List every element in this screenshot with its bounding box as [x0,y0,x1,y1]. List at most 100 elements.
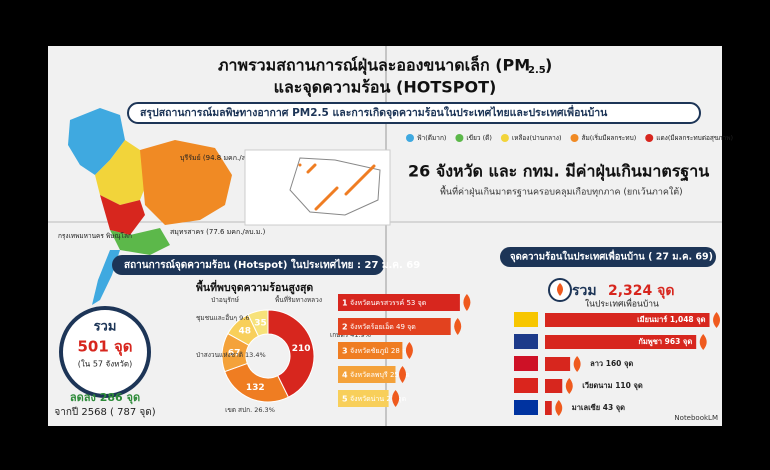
country-bar [545,357,571,371]
province-label: จังหวัดชัยภูมิ 28 จุด [350,347,411,355]
country-label: มาเลเซีย 43 จุด [572,403,625,412]
province-rank: 1 [342,299,348,308]
donut-title: พื้นที่พบจุดความร้อนสูงสุด [196,279,313,295]
donut-extra: พื้นที่ริมทางหลวง [275,295,322,304]
fire-icon [557,283,563,296]
map-label: บุรีรัมย์ (94.8 มคก./ลบ.ม.) [180,154,262,162]
segment-value: 48 [238,327,251,337]
title-sub: 2.5 [528,65,546,76]
donut-segment [267,309,315,398]
province-rank: 3 [342,347,348,356]
compare: จากปี 2568 ( 787 จุด) [54,406,155,418]
province-bar [338,366,396,383]
segment-value: 210 [292,344,311,354]
title: ภาพรวมสถานการณ์ฝุ่นละอองขนาดเล็ก (PM [218,54,530,76]
legend-label: แดง(มีผลกระทบต่อสุขภาพ) [656,134,733,142]
headline: 26 จังหวัด และ กทม. มีค่าฝุ่นเกินมาตรฐาน [408,162,709,182]
country-bar [545,335,697,349]
watermark: NotebookLM [674,414,718,422]
fire-icon [392,390,400,407]
change: ลดลง 286 จุด [70,391,140,405]
total-label: รวม [94,320,117,335]
title: และจุดความร้อน (HOTSPOT) [274,78,497,98]
fire-icon [573,356,581,372]
map-label: สมุทรสาคร (77.6 มคก./ลบ.ม.) [170,228,266,236]
fire-icon [555,400,563,416]
legend-label: ส้ม(เริ่มมีผลกระทบ) [582,133,637,142]
legend-label: เหลือง(ปานกลาง) [512,134,562,142]
province-rank: 4 [342,371,348,380]
province-bar [338,342,403,359]
flag [514,356,538,371]
inset-outline [289,157,381,216]
country-label: กัมพูชา 963 จุด [638,337,692,347]
dot [306,170,310,174]
banner [112,255,384,275]
province-rank: 2 [342,323,348,332]
total-ring [59,306,151,398]
banner-text: สรุปสถานการณ์มลพิษทางอากาศ PM2.5 และการเ… [140,104,608,120]
map-region [100,195,145,235]
fire-icon [454,318,462,335]
legend-swatch [406,134,414,142]
fire-icon [405,342,413,359]
fire-icon [699,334,707,350]
hotspot-dots [298,163,376,211]
country-bar [545,379,563,393]
banner-text: จุดความร้อนในประเทศเพื่อนบ้าน ( 27 ม.ค. … [510,249,713,263]
legend-swatch [570,134,579,142]
legend-swatch [455,134,464,142]
donut-segment [247,309,269,337]
map-region [95,140,150,205]
country-label: เวียดนาม 110 จุด [582,381,643,390]
dot [298,163,302,167]
province-bar [338,318,451,335]
segment-value: 132 [246,383,265,393]
flag [514,378,538,393]
map-region [140,140,232,225]
banner [127,102,701,124]
dot [314,207,318,211]
province-label: จังหวัดร้อยเอ็ด 49 จุด [350,322,416,331]
neighbor-total: 2,324 จุด [608,283,674,299]
legend-label: ฟ้า(ดีมาก) [417,134,446,142]
dot [344,192,348,196]
province-bar [338,294,460,311]
fire-icon [565,378,573,394]
flag [514,400,538,415]
segment-value: 67 [228,349,241,359]
segment-label: ชุมชนและอื่นๆ 9.6% [196,313,256,322]
banner-text: สถานการณ์จุดความร้อน (Hotspot) ในประเทศไ… [124,258,420,271]
map-region [110,228,170,255]
banner [500,247,716,267]
fire-icon [399,366,406,383]
country-label: เมียนมาร์ 1,048 จุด [637,315,706,324]
flag [514,312,538,327]
fire-icon [713,312,721,328]
subline: พื้นที่ค่าฝุ่นเกินมาตรฐานครอบคลุมเกือบทุ… [440,185,683,198]
fire-icon [463,294,471,311]
inset-map [244,149,391,226]
map-region [68,108,125,175]
legend-label: เขียว (ดี) [466,134,491,142]
segment-label: ป่าอนุรักษ์ [211,296,240,304]
province-label: จังหวัดลพบุรี 25 จุด [350,371,410,379]
province-bar [338,390,389,407]
segment-label: เขต สปก. 26.3% [225,406,275,414]
neighbor-total-sub: ในประเทศเพื่อนบ้าน [585,298,659,310]
province-label: จังหวัดนครสวรรค์ 53 จุด [350,299,426,307]
country-label: ลาว 160 จุด [590,359,633,368]
flag [514,334,538,349]
country-bar [545,401,552,415]
total-count: 501 จุด [77,338,132,357]
segment-value: 35 [254,318,267,328]
map-label: กรุงเทพมหานคร พิษณุโลก [58,232,132,240]
province-label: จังหวัดน่าน 22 จุด [350,395,406,403]
total-provinces: (ใน 57 จังหวัด) [78,360,132,369]
neighbor-total-label: รวม [572,283,597,299]
province-rank: 5 [342,395,348,404]
map [68,108,232,305]
country-bar [545,313,710,327]
